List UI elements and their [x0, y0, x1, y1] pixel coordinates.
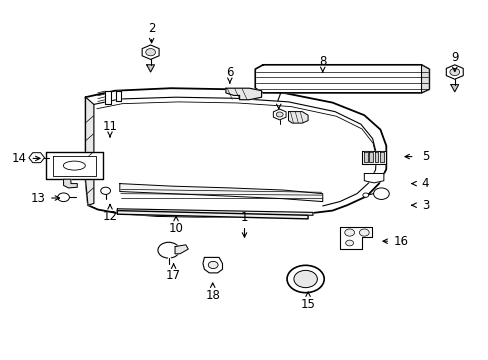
Polygon shape [105, 91, 111, 104]
Text: 2: 2 [147, 22, 155, 35]
Text: 7: 7 [274, 91, 282, 104]
Polygon shape [450, 85, 458, 92]
Polygon shape [374, 152, 378, 162]
Polygon shape [117, 211, 307, 219]
Circle shape [293, 270, 317, 288]
Circle shape [208, 261, 218, 269]
Polygon shape [63, 179, 77, 188]
Circle shape [344, 229, 354, 236]
Circle shape [362, 193, 368, 197]
Text: 16: 16 [393, 235, 407, 248]
Text: 17: 17 [166, 269, 181, 282]
Text: 12: 12 [102, 210, 117, 222]
Text: 4: 4 [421, 177, 428, 190]
Text: 15: 15 [300, 298, 315, 311]
Polygon shape [225, 88, 261, 100]
Text: 5: 5 [421, 150, 428, 163]
Text: 8: 8 [318, 55, 326, 68]
Polygon shape [120, 184, 322, 202]
Polygon shape [379, 152, 383, 162]
Polygon shape [421, 65, 428, 93]
Polygon shape [361, 151, 386, 164]
Text: 13: 13 [31, 192, 45, 204]
Polygon shape [339, 227, 371, 249]
Polygon shape [368, 152, 372, 162]
Polygon shape [146, 65, 154, 72]
Circle shape [373, 188, 388, 199]
Circle shape [145, 49, 155, 56]
Circle shape [449, 68, 459, 76]
Polygon shape [363, 152, 367, 162]
Polygon shape [53, 156, 96, 176]
Circle shape [158, 242, 179, 258]
Polygon shape [117, 209, 312, 215]
Text: 9: 9 [450, 51, 458, 64]
Polygon shape [46, 152, 102, 179]
Polygon shape [255, 65, 428, 93]
Polygon shape [175, 245, 188, 254]
Text: 14: 14 [12, 152, 27, 165]
Circle shape [101, 187, 110, 194]
Ellipse shape [63, 161, 85, 170]
Circle shape [286, 265, 324, 293]
Text: 10: 10 [168, 222, 183, 235]
Text: 1: 1 [240, 211, 248, 224]
Text: 11: 11 [102, 120, 117, 132]
Polygon shape [364, 174, 383, 183]
Circle shape [345, 240, 353, 246]
Text: 6: 6 [225, 66, 233, 78]
Text: 18: 18 [205, 289, 220, 302]
Polygon shape [85, 97, 94, 205]
Polygon shape [288, 112, 307, 123]
Polygon shape [116, 91, 121, 101]
Polygon shape [203, 257, 222, 273]
Circle shape [359, 229, 368, 236]
Circle shape [58, 193, 69, 202]
Text: 3: 3 [421, 199, 428, 212]
Polygon shape [85, 88, 386, 217]
Circle shape [276, 112, 283, 117]
